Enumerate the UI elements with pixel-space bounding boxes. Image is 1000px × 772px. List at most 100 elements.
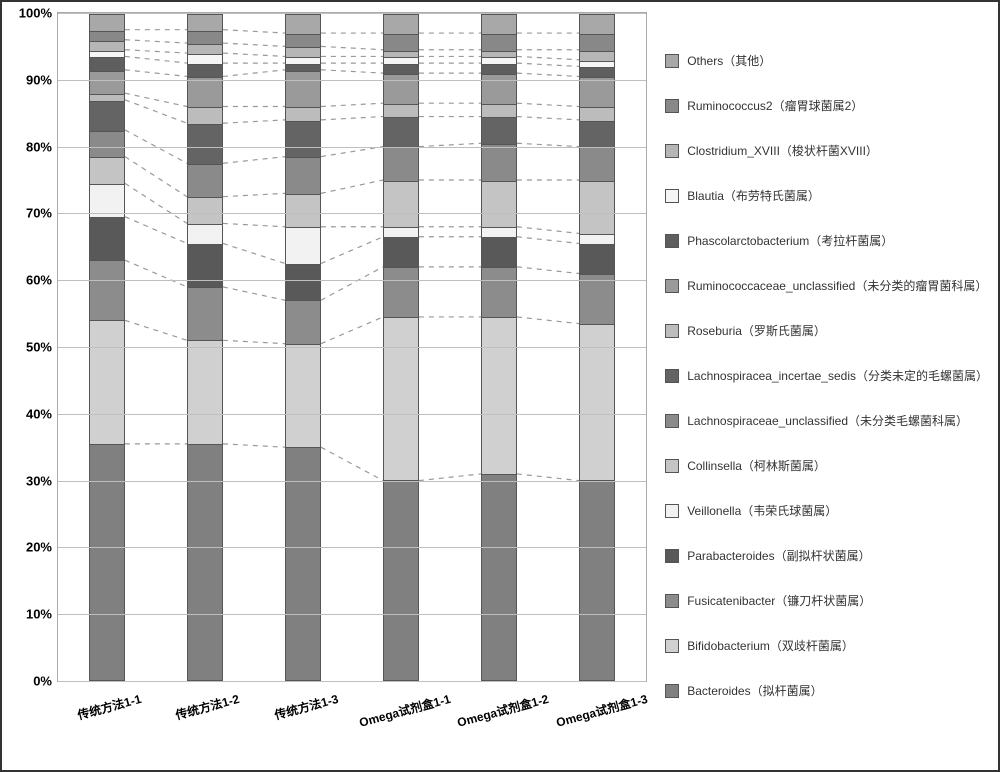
legend-label: Parabacteroides（副拟杆状菌属） [687, 547, 870, 564]
bar-segment [90, 31, 124, 41]
gridline [58, 213, 646, 214]
gridline [58, 414, 646, 415]
bar-segment [90, 260, 124, 320]
legend-label: Roseburia（罗斯氏菌属） [687, 322, 826, 339]
y-tick-label: 50% [26, 340, 58, 355]
bar-segment [90, 320, 124, 443]
bar-segment [580, 107, 614, 120]
bar-segment [482, 117, 516, 144]
x-tick-label: Omega试剂盒1-2 [456, 690, 551, 731]
legend-label: Bacteroides（拟杆菌属） [687, 682, 822, 699]
x-tick-label: 传统方法1-3 [272, 690, 340, 723]
legend-swatch [665, 144, 679, 158]
bar-segment [188, 124, 222, 164]
bar-segment [90, 131, 124, 158]
bar-segment [286, 57, 320, 64]
gridline [58, 614, 646, 615]
bar-segment [580, 61, 614, 68]
legend: Others（其他）Ruminococcus2（瘤胃球菌属2）Clostridi… [655, 2, 998, 770]
bar-segment [482, 181, 516, 228]
gridline [58, 347, 646, 348]
y-tick-label: 30% [26, 473, 58, 488]
legend-item: Clostridium_XVIII（梭状杆菌XVIII） [665, 142, 988, 159]
bar-segment [286, 71, 320, 108]
legend-label: Collinsella（柯林斯菌属） [687, 457, 826, 474]
x-tick-label: 传统方法1-2 [174, 690, 242, 723]
bar-segment [188, 54, 222, 64]
bar-segment [286, 64, 320, 71]
bar-segment [482, 227, 516, 237]
bar-segment [286, 227, 320, 264]
chart-area: 0%10%20%30%40%50%60%70%80%90%100% 传统方法1-… [2, 2, 655, 770]
gridline [58, 80, 646, 81]
legend-label: Ruminococcaceae_unclassified（未分类的瘤胃菌科属） [687, 277, 987, 294]
legend-swatch [665, 54, 679, 68]
gridline [58, 280, 646, 281]
bar-segment [188, 64, 222, 77]
gridline [58, 147, 646, 148]
bar-segment [580, 51, 614, 61]
legend-swatch [665, 234, 679, 248]
bar-segment [384, 267, 418, 317]
bar-segment [384, 181, 418, 228]
legend-swatch [665, 189, 679, 203]
bar-segment [482, 474, 516, 680]
x-tick-label: Omega试剂盒1-1 [357, 690, 452, 731]
legend-item: Blautia（布劳特氏菌属） [665, 187, 988, 204]
legend-item: Roseburia（罗斯氏菌属） [665, 322, 988, 339]
legend-swatch [665, 369, 679, 383]
bar-segment [188, 44, 222, 54]
bar-segment [384, 34, 418, 51]
legend-label: Bifidobacterium（双歧杆菌属） [687, 637, 854, 654]
y-tick-label: 40% [26, 406, 58, 421]
legend-swatch [665, 684, 679, 698]
bar-segment [384, 14, 418, 34]
bar-segment [384, 64, 418, 74]
bar-segment [188, 31, 222, 44]
legend-item: Lachnospiracea_incertae_sedis（分类未定的毛螺菌属） [665, 367, 988, 384]
y-tick-label: 60% [26, 273, 58, 288]
legend-item: Ruminococcaceae_unclassified（未分类的瘤胃菌科属） [665, 277, 988, 294]
gridline [58, 13, 646, 14]
y-tick-label: 100% [19, 6, 58, 21]
bar-segment [188, 287, 222, 340]
legend-swatch [665, 279, 679, 293]
legend-label: Lachnospiracea_incertae_sedis（分类未定的毛螺菌属） [687, 367, 988, 384]
bar-segment [286, 14, 320, 34]
legend-item: Bifidobacterium（双歧杆菌属） [665, 637, 988, 654]
bar-segment [286, 157, 320, 194]
bar-segment [286, 47, 320, 57]
bar-segment [580, 67, 614, 77]
legend-label: Fusicatenibacter（镰刀杆状菌属） [687, 592, 871, 609]
bar-segment [482, 57, 516, 64]
bar-segment [482, 74, 516, 104]
legend-swatch [665, 324, 679, 338]
bar-segment [90, 94, 124, 101]
bar-segment [90, 184, 124, 217]
bar-segment [384, 227, 418, 237]
bar-segment [90, 101, 124, 131]
bar-segment [580, 14, 614, 34]
gridline [58, 547, 646, 548]
legend-swatch [665, 594, 679, 608]
legend-item: Collinsella（柯林斯菌属） [665, 457, 988, 474]
legend-swatch [665, 414, 679, 428]
legend-label: Others（其他） [687, 52, 771, 69]
bar-segment [482, 14, 516, 34]
bar-segment [188, 164, 222, 197]
legend-swatch [665, 549, 679, 563]
legend-swatch [665, 459, 679, 473]
bar-segment [384, 237, 418, 267]
x-tick-label: 传统方法1-1 [76, 690, 144, 723]
legend-item: Bacteroides（拟杆菌属） [665, 682, 988, 699]
y-tick-label: 20% [26, 540, 58, 555]
bar-segment [482, 51, 516, 58]
bar-segment [384, 104, 418, 117]
bar-segment [482, 317, 516, 474]
legend-label: Clostridium_XVIII（梭状杆菌XVIII） [687, 142, 878, 159]
y-tick-label: 70% [26, 206, 58, 221]
bar-segment [286, 344, 320, 447]
bar-segment [384, 480, 418, 680]
legend-item: Parabacteroides（副拟杆状菌属） [665, 547, 988, 564]
legend-swatch [665, 99, 679, 113]
